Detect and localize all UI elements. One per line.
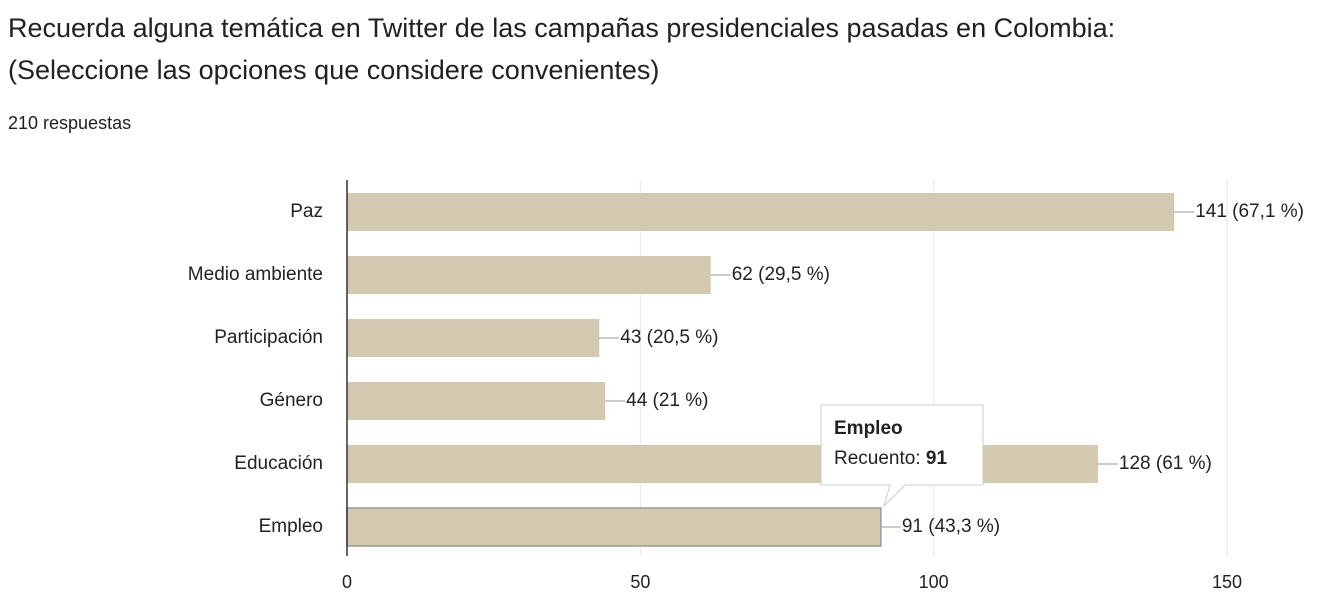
tooltip-value: 91 [926,448,948,469]
y-tick-label: Medio ambiente [188,264,323,285]
bar [346,507,882,547]
x-tick-label: 150 [1212,572,1242,592]
tooltip-title: Empleo [834,418,903,439]
value-label: 141 (67,1 %) [1195,201,1304,222]
response-count: 210 respuestas [8,113,131,133]
value-label: 128 (61 %) [1119,453,1212,474]
y-tick-label: Participación [214,327,323,348]
bar [347,445,1098,483]
value-label: 91 (43,3 %) [902,516,1000,537]
value-label: 43 (20,5 %) [620,327,718,348]
bar [347,319,600,357]
chart-title: Recuerda alguna temática en Twitter de l… [8,13,1115,43]
y-tick-label: Género [260,390,323,411]
y-tick-label: Educación [234,453,323,474]
bar [347,256,711,294]
x-tick-label: 100 [919,572,949,592]
bars: Paz 141 (67,1 %) Medio ambiente 62 (29,5 %)… [188,193,1304,547]
tooltip-label: Recuento: 91 [834,448,947,469]
value-label: 44 (21 %) [626,390,708,411]
y-tick-label: Paz [290,201,323,222]
tooltip: Empleo Recuento: 91 [820,404,984,508]
value-label: 62 (29,5 %) [732,264,830,285]
grid: 0 50 100 150 [342,180,1242,592]
chart-subtitle: (Seleccione las opciones que considere c… [8,55,659,85]
bar [347,193,1175,231]
x-tick-label: 50 [630,572,650,592]
tooltip-box [820,404,984,508]
y-tick-label: Empleo [259,516,323,537]
x-tick-label: 0 [342,572,352,592]
bar [347,382,606,420]
tooltip-label-text: Recuento: [834,448,921,469]
